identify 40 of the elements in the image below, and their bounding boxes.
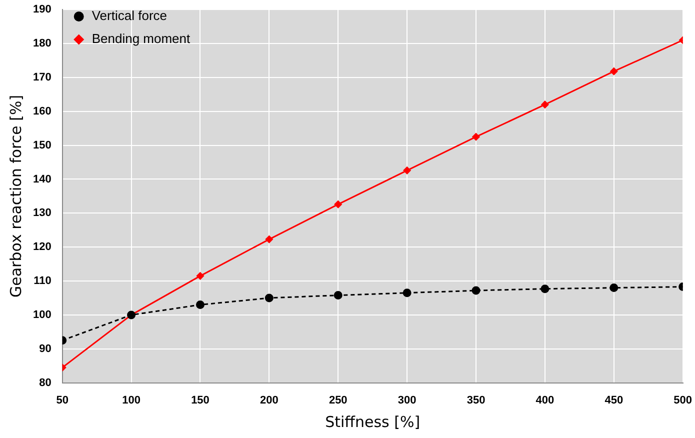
point (264, 294, 274, 302)
x-tick-label: 100 (122, 394, 140, 406)
y-tick-label: 110 (34, 275, 52, 288)
x-tick-label: 400 (536, 394, 554, 406)
legend-label: Vertical force (92, 8, 168, 24)
legend-label: Bending moment (92, 31, 191, 46)
x-tick-label: 350 (466, 394, 486, 406)
y-axis-title: Gearbox reaction force [%] (6, 94, 25, 298)
y-tick-label: 170 (32, 71, 52, 84)
x-tick-label: 50 (56, 394, 68, 406)
y-tick-label: 180 (32, 38, 52, 50)
point (610, 284, 618, 292)
y-tick-label: 150 (32, 139, 52, 152)
x-tick-label: 150 (191, 394, 210, 406)
point (196, 300, 204, 310)
point (334, 200, 342, 208)
point (265, 236, 273, 244)
point (472, 133, 480, 141)
x-tick-label: 250 (328, 394, 348, 406)
x-tick-label: 450 (604, 394, 624, 406)
y-tick-label: 80 (39, 376, 52, 389)
y-tick-label: 130 (32, 207, 52, 220)
y-tick-label: 100 (32, 308, 52, 321)
point (610, 68, 618, 76)
y-tick-label: 90 (39, 342, 52, 355)
y-tick-label: 140 (32, 173, 52, 186)
y-tick-label: 190 (32, 4, 52, 16)
point (196, 272, 204, 280)
point (403, 166, 411, 174)
point (402, 288, 412, 298)
y-tick-label: 160 (32, 105, 52, 118)
y-tick-label: 120 (32, 241, 52, 254)
point (334, 291, 342, 300)
point (541, 100, 549, 108)
x-tick-label: 200 (260, 394, 278, 406)
point (472, 286, 480, 295)
x-tick-label: 500 (674, 394, 692, 406)
x-axis-title: Stiffness [%] (325, 412, 420, 431)
point (540, 284, 550, 294)
x-tick-label: 300 (398, 394, 416, 406)
